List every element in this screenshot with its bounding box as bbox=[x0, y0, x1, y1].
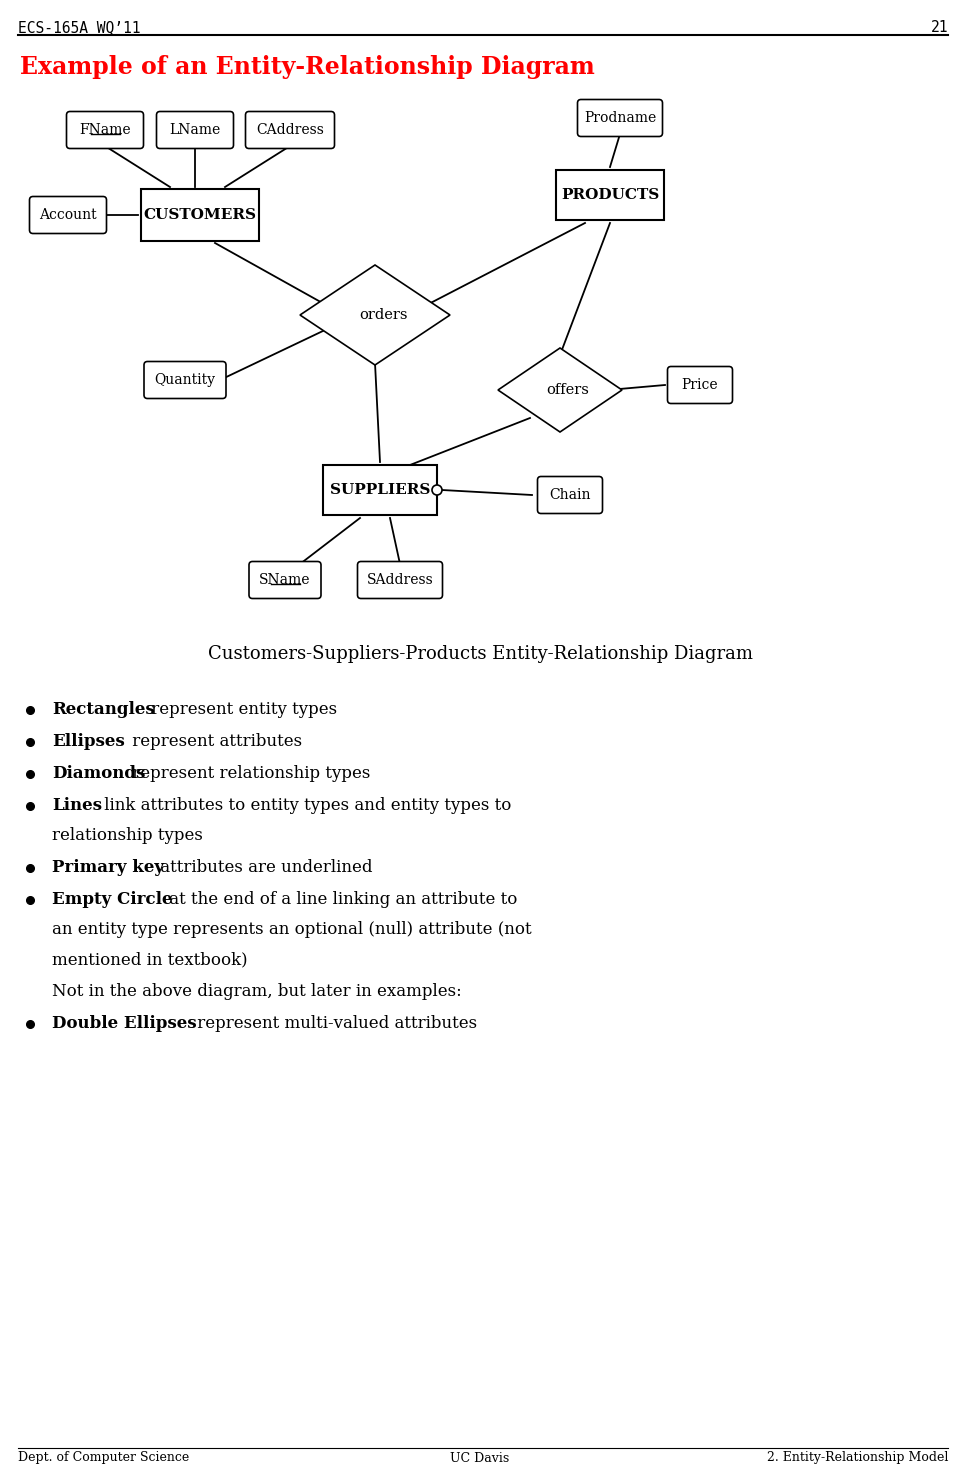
Text: 2. Entity-Relationship Model: 2. Entity-Relationship Model bbox=[767, 1452, 948, 1465]
Text: represent attributes: represent attributes bbox=[127, 734, 302, 750]
Text: CUSTOMERS: CUSTOMERS bbox=[143, 208, 256, 223]
Text: 21: 21 bbox=[930, 21, 948, 35]
FancyBboxPatch shape bbox=[144, 362, 226, 398]
Circle shape bbox=[432, 485, 442, 495]
Text: SName: SName bbox=[259, 573, 311, 587]
FancyBboxPatch shape bbox=[357, 561, 443, 599]
Text: Ellipses: Ellipses bbox=[52, 734, 125, 750]
FancyBboxPatch shape bbox=[538, 476, 603, 514]
Polygon shape bbox=[498, 349, 622, 432]
Text: orders: orders bbox=[359, 308, 407, 322]
Text: Prodname: Prodname bbox=[584, 111, 656, 125]
FancyBboxPatch shape bbox=[578, 100, 662, 136]
Text: offers: offers bbox=[546, 382, 589, 397]
FancyBboxPatch shape bbox=[156, 111, 233, 148]
Text: represent entity types: represent entity types bbox=[146, 702, 337, 718]
Text: CAddress: CAddress bbox=[256, 123, 324, 138]
Text: Lines: Lines bbox=[52, 797, 102, 815]
Text: Customers-Suppliers-Products Entity-Relationship Diagram: Customers-Suppliers-Products Entity-Rela… bbox=[207, 645, 753, 664]
Text: an entity type represents an optional (null) attribute (not: an entity type represents an optional (n… bbox=[52, 921, 532, 939]
Text: Empty Circle: Empty Circle bbox=[52, 892, 173, 908]
Bar bbox=[323, 464, 437, 516]
Text: Dept. of Computer Science: Dept. of Computer Science bbox=[18, 1452, 189, 1465]
Text: represent multi-valued attributes: represent multi-valued attributes bbox=[192, 1015, 477, 1033]
Text: Price: Price bbox=[682, 378, 718, 393]
Text: Rectangles: Rectangles bbox=[52, 702, 155, 718]
Text: Quantity: Quantity bbox=[155, 374, 215, 387]
Text: UC Davis: UC Davis bbox=[450, 1452, 510, 1465]
Text: at the end of a line linking an attribute to: at the end of a line linking an attribut… bbox=[164, 892, 517, 908]
FancyBboxPatch shape bbox=[30, 196, 107, 233]
Text: Diamonds: Diamonds bbox=[52, 766, 145, 782]
Text: FName: FName bbox=[79, 123, 131, 138]
Text: Example of an Entity-Relationship Diagram: Example of an Entity-Relationship Diagra… bbox=[20, 56, 595, 79]
Text: Account: Account bbox=[39, 208, 97, 223]
Text: Double Ellipses: Double Ellipses bbox=[52, 1015, 197, 1033]
Text: Not in the above diagram, but later in examples:: Not in the above diagram, but later in e… bbox=[52, 983, 462, 1001]
Text: SUPPLIERS: SUPPLIERS bbox=[330, 483, 430, 497]
FancyBboxPatch shape bbox=[66, 111, 143, 148]
FancyBboxPatch shape bbox=[249, 561, 321, 599]
Text: SAddress: SAddress bbox=[367, 573, 433, 587]
FancyBboxPatch shape bbox=[667, 366, 732, 403]
FancyBboxPatch shape bbox=[246, 111, 334, 148]
Polygon shape bbox=[300, 265, 450, 365]
Text: attributes are underlined: attributes are underlined bbox=[155, 860, 372, 876]
Text: link attributes to entity types and entity types to: link attributes to entity types and enti… bbox=[99, 797, 511, 815]
Text: mentioned in textbook): mentioned in textbook) bbox=[52, 951, 248, 968]
Text: PRODUCTS: PRODUCTS bbox=[561, 188, 660, 202]
Text: LName: LName bbox=[169, 123, 221, 138]
Text: Chain: Chain bbox=[549, 488, 590, 502]
Text: ECS-165A WQ’11: ECS-165A WQ’11 bbox=[18, 21, 140, 35]
Text: represent relationship types: represent relationship types bbox=[127, 766, 371, 782]
Bar bbox=[556, 170, 664, 220]
Text: relationship types: relationship types bbox=[52, 828, 203, 844]
Text: Primary key: Primary key bbox=[52, 860, 164, 876]
Bar bbox=[141, 189, 259, 242]
